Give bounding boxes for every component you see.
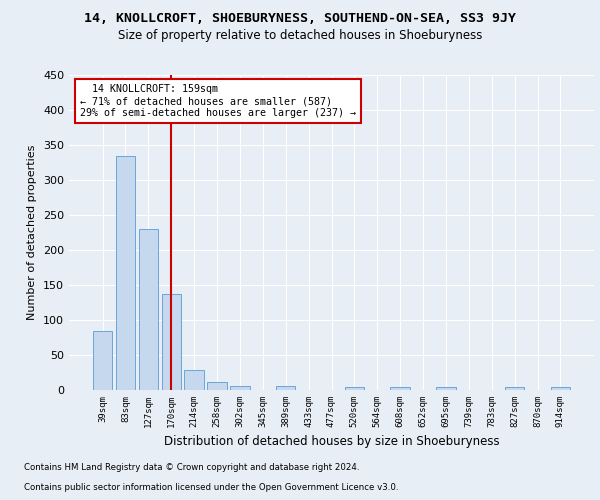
- X-axis label: Distribution of detached houses by size in Shoeburyness: Distribution of detached houses by size …: [164, 436, 499, 448]
- Text: 14 KNOLLCROFT: 159sqm
← 71% of detached houses are smaller (587)
29% of semi-det: 14 KNOLLCROFT: 159sqm ← 71% of detached …: [79, 84, 355, 117]
- Bar: [139, 229, 158, 390]
- Bar: [344, 387, 364, 390]
- Bar: [93, 330, 112, 390]
- Text: Contains HM Land Registry data © Crown copyright and database right 2024.: Contains HM Land Registry data © Crown c…: [24, 464, 359, 472]
- Bar: [391, 387, 410, 390]
- Bar: [276, 386, 295, 390]
- Bar: [551, 387, 570, 390]
- Y-axis label: Number of detached properties: Number of detached properties: [28, 145, 37, 320]
- Bar: [208, 382, 227, 390]
- Text: Size of property relative to detached houses in Shoeburyness: Size of property relative to detached ho…: [118, 29, 482, 42]
- Text: 14, KNOLLCROFT, SHOEBURYNESS, SOUTHEND-ON-SEA, SS3 9JY: 14, KNOLLCROFT, SHOEBURYNESS, SOUTHEND-O…: [84, 12, 516, 25]
- Bar: [161, 294, 181, 390]
- Text: Contains public sector information licensed under the Open Government Licence v3: Contains public sector information licen…: [24, 484, 398, 492]
- Bar: [116, 156, 135, 390]
- Bar: [184, 370, 204, 390]
- Bar: [436, 387, 455, 390]
- Bar: [230, 386, 250, 390]
- Bar: [505, 387, 524, 390]
